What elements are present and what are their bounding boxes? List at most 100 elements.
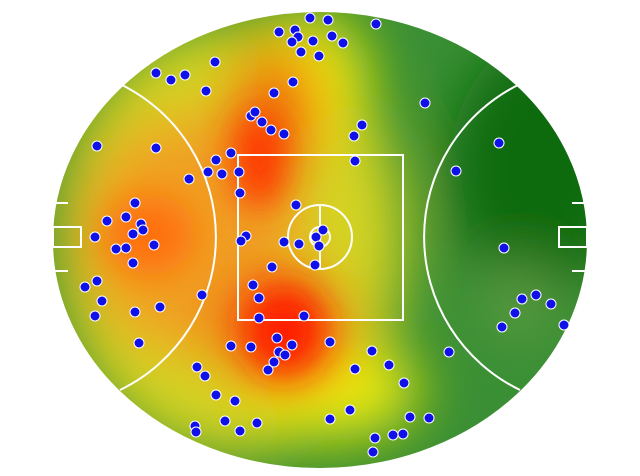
point (293, 238, 305, 250)
point (137, 224, 149, 236)
point (349, 363, 361, 375)
point (233, 166, 245, 178)
point (326, 30, 338, 42)
point (120, 211, 132, 223)
point (91, 275, 103, 287)
point (79, 281, 91, 293)
point (165, 74, 177, 86)
point (366, 345, 378, 357)
point (245, 341, 257, 353)
point (530, 289, 542, 301)
point (202, 166, 214, 178)
point (419, 97, 431, 109)
point (150, 67, 162, 79)
point (493, 137, 505, 149)
point (225, 340, 237, 352)
point (278, 236, 290, 248)
point (179, 69, 191, 81)
point (313, 240, 325, 252)
point (154, 301, 166, 313)
point (349, 155, 361, 167)
point (344, 404, 356, 416)
point (516, 293, 528, 305)
point (196, 289, 208, 301)
point (127, 257, 139, 269)
point (127, 228, 139, 240)
point (324, 413, 336, 425)
point (387, 429, 399, 441)
point (148, 239, 160, 251)
point (290, 199, 302, 211)
point (496, 321, 508, 333)
point (404, 411, 416, 423)
point (545, 298, 557, 310)
point (200, 85, 212, 97)
point (256, 116, 268, 128)
point (286, 36, 298, 48)
point (304, 12, 316, 24)
point (287, 76, 299, 88)
point (324, 336, 336, 348)
point (89, 231, 101, 243)
point (317, 224, 329, 236)
point (210, 389, 222, 401)
point (253, 312, 265, 324)
point (367, 446, 379, 458)
point (247, 279, 259, 291)
point (268, 87, 280, 99)
point (150, 142, 162, 154)
point (498, 242, 510, 254)
point (183, 173, 195, 185)
point (129, 306, 141, 318)
point (96, 295, 108, 307)
point (273, 26, 285, 38)
point (89, 310, 101, 322)
point (191, 361, 203, 373)
point (398, 377, 410, 389)
point (279, 349, 291, 361)
point (307, 35, 319, 47)
point (443, 346, 455, 358)
point (101, 215, 113, 227)
point (266, 261, 278, 273)
point (234, 425, 246, 437)
point (216, 168, 228, 180)
point (229, 395, 241, 407)
point (369, 432, 381, 444)
point (253, 292, 265, 304)
point (262, 364, 274, 376)
point (450, 165, 462, 177)
point (348, 130, 360, 142)
point (225, 147, 237, 159)
point (234, 187, 246, 199)
point (295, 46, 307, 58)
point (309, 259, 321, 271)
point (271, 332, 283, 344)
point (210, 154, 222, 166)
point (91, 140, 103, 152)
point (509, 307, 521, 319)
point (370, 18, 382, 30)
point (397, 428, 409, 440)
point (337, 37, 349, 49)
point (235, 235, 247, 247)
point (209, 56, 221, 68)
point (251, 417, 263, 429)
point (268, 356, 280, 368)
point (219, 415, 231, 427)
point (278, 128, 290, 140)
point (383, 359, 395, 371)
point (190, 426, 202, 438)
point (356, 119, 368, 131)
point (286, 339, 298, 351)
point (249, 106, 261, 118)
point (423, 412, 435, 424)
point (265, 124, 277, 136)
point (322, 14, 334, 26)
point (558, 319, 570, 331)
point (199, 370, 211, 382)
point (313, 50, 325, 62)
